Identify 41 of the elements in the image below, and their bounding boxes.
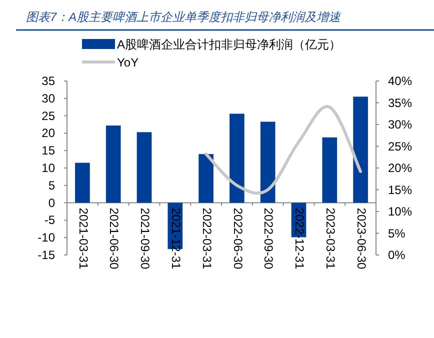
y-tick-label: -10 [38,230,56,245]
y2-tick-label: 20% [388,161,412,175]
y-tick-label: 10 [42,161,56,175]
chart-title: 图表7：A股主要啤酒上市企业单季度扣非归母净利润及增速 [26,10,342,24]
x-tick-label: 2021-12-31 [168,208,183,270]
x-tick-label: 2022-09-30 [262,208,276,270]
bar [106,126,121,203]
y-tick-label: 15 [42,144,56,158]
y2-tick-label: 0% [388,248,406,262]
y2-tick-label: 15% [388,182,412,197]
bar [230,114,244,203]
y-tick-label: -15 [38,248,56,262]
x-tick-label: 2021-03-31 [76,208,90,270]
x-tick-label: 2023-06-30 [354,208,368,270]
x-tick-label: 2022-03-31 [200,208,214,270]
bar [136,132,152,203]
y2-tick-label: 5% [388,226,406,240]
y2-tick-label: 35% [388,96,412,110]
y2-tick-label: 25% [388,139,412,154]
y2-tick-label: 40% [388,74,412,88]
x-tick-label: 2021-09-30 [138,208,152,270]
y-tick-label: -5 [44,213,56,228]
y-tick-label: 0 [48,196,56,210]
x-tick-label: 2021-06-30 [107,208,122,270]
y-tick-label: 30 [42,91,56,106]
bar [322,137,338,203]
x-tick-label: 2023-03-31 [323,208,338,270]
y-tick-label: 25 [42,108,56,123]
legend-label: YoY [117,56,139,70]
y-tick-label: 35 [42,74,56,88]
y-tick-label: 5 [48,178,56,192]
y2-tick-label: 30% [388,118,412,132]
x-tick-label: 2022-12-31 [292,208,307,270]
bar [75,162,90,203]
bar [353,96,368,203]
y2-tick-label: 10% [388,204,412,218]
y-tick-label: 20 [42,126,56,140]
bar [198,154,214,203]
bar [260,122,276,203]
x-tick-label: 2022-06-30 [230,208,245,270]
legend-label: A股啤酒企业合计扣非归母净利润（亿元） [117,38,342,52]
